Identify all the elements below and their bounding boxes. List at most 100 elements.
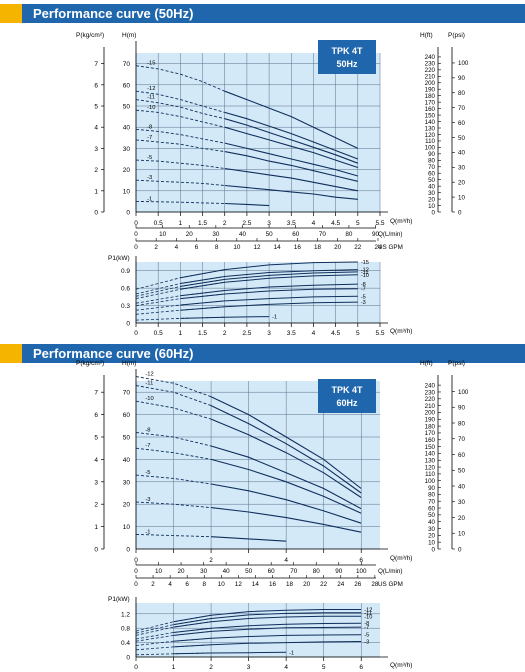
h-ft-tick-label: 20 — [428, 533, 435, 540]
y-axis-label: H(m) — [122, 32, 136, 39]
p-psi-tick-label: 30 — [458, 165, 465, 172]
head-curve-dashed — [135, 65, 225, 92]
secondary-x-tick-label: 20 — [303, 581, 311, 588]
curve-label: -11 — [145, 380, 153, 386]
secondary-x-axis-label: US GPM — [378, 581, 403, 588]
p-psi-tick-label: 10 — [458, 194, 465, 201]
x-tick-label: 0 — [134, 557, 138, 564]
secondary-x-tick-label: 0 — [134, 581, 138, 588]
header-accent — [0, 4, 22, 23]
curve-label: -12 — [147, 86, 155, 92]
h-ft-tick-label: 0 — [432, 209, 436, 216]
secondary-x-tick-label: 16 — [269, 581, 277, 588]
y-tick-label: 10 — [123, 524, 131, 531]
curve-label: -3 — [145, 497, 150, 503]
y-tick-label: 0 — [126, 547, 130, 554]
secondary-x-tick-label: 2 — [151, 581, 155, 588]
x-tick-label: 1.5 — [198, 330, 207, 337]
power-curve — [180, 269, 358, 284]
curve-label: -5 — [147, 155, 152, 161]
secondary-x-tick-label: 70 — [290, 568, 298, 575]
h-ft-tick-label: 110 — [425, 138, 435, 145]
y-tick-label: 50 — [123, 435, 131, 442]
curve-label: -15 — [147, 61, 155, 67]
secondary-x-axis-label: Q(L/min) — [378, 568, 403, 575]
h-ft-tick-label: 170 — [425, 99, 436, 106]
y-tick-label: 30 — [123, 146, 131, 153]
x-tick-label: 1 — [179, 220, 183, 227]
h-ft-tick-label: 10 — [428, 203, 435, 210]
secondary-x-tick-label: 22 — [320, 581, 328, 588]
h-ft-tick-label: 100 — [425, 478, 436, 485]
p-kg-tick-label: 4 — [94, 457, 98, 464]
curve-label: -1 — [272, 315, 277, 321]
head-curve — [210, 405, 362, 494]
head-curve — [210, 445, 362, 510]
p-kg-tick-label: 6 — [94, 412, 98, 419]
curve-label: -8 — [147, 124, 152, 130]
y-tick-label: 0 — [126, 655, 130, 662]
y-tick-label: 0.4 — [121, 640, 130, 647]
x-tick-label: 5 — [322, 664, 326, 671]
curve-label: -7 — [361, 287, 366, 293]
y-tick-label: 60 — [123, 412, 131, 419]
head-curve — [224, 142, 358, 177]
section-title: Performance curve (50Hz) — [33, 6, 194, 21]
power-curve — [173, 609, 362, 623]
secondary-x-tick-label: 10 — [233, 244, 241, 251]
p-kg-axis-label: P(kg/cm²) — [76, 360, 104, 367]
p-kg-tick-label: 1 — [94, 188, 98, 195]
x-tick-label: 0 — [134, 220, 138, 227]
p-psi-tick-label: 80 — [458, 420, 465, 427]
y-axis-label: H(m) — [122, 360, 136, 367]
header-accent — [0, 344, 22, 363]
y-tick-label: 10 — [123, 188, 131, 195]
plot-area-kw — [136, 262, 380, 323]
head-curve-dashed — [135, 109, 225, 128]
x-tick-label: 2.5 — [242, 220, 251, 227]
head-curve — [224, 184, 358, 200]
secondary-x-tick-label: 10 — [159, 231, 167, 238]
model-box — [318, 40, 376, 74]
y-tick-label: 0.6 — [121, 286, 130, 293]
secondary-x-tick-label: 6 — [195, 244, 199, 251]
y-axis-label-kw: P1(kW) — [108, 255, 130, 262]
x-tick-label: 6 — [359, 664, 363, 671]
secondary-x-tick-label: 50 — [266, 231, 274, 238]
h-ft-tick-label: 50 — [428, 512, 435, 519]
head-curve — [224, 167, 358, 192]
secondary-x-tick-label: 26 — [354, 581, 362, 588]
x-tick-label: 3.5 — [287, 220, 296, 227]
power-curve — [180, 283, 358, 297]
x-tick-label: 5 — [356, 220, 360, 227]
h-ft-tick-label: 0 — [432, 546, 436, 553]
head-curve — [211, 507, 362, 533]
x-tick-label: 2 — [209, 664, 213, 671]
y-tick-label: 0.8 — [121, 626, 130, 633]
h-ft-tick-label: 170 — [425, 430, 436, 437]
h-ft-tick-label: 30 — [428, 190, 435, 197]
x-axis-label-kw: Q(m³/h) — [390, 328, 412, 335]
curve-label: -12 — [361, 268, 369, 274]
secondary-x-tick-label: 10 — [218, 581, 226, 588]
secondary-x-tick-label: 20 — [178, 568, 186, 575]
x-tick-label: 2.5 — [242, 330, 251, 337]
head-curve — [210, 458, 362, 514]
secondary-x-tick-label: 80 — [345, 231, 353, 238]
h-ft-tick-label: 190 — [425, 87, 436, 94]
plot-area-kw — [136, 603, 380, 657]
h-ft-tick-label: 130 — [425, 125, 436, 132]
h-ft-tick-label: 240 — [425, 382, 436, 389]
h-ft-tick-label: 60 — [428, 505, 435, 512]
y-axis-label-kw: P1(kW) — [108, 596, 130, 603]
curve-label: -10 — [364, 614, 372, 620]
head-curve-dashed — [135, 90, 225, 113]
head-curve — [224, 90, 359, 149]
head-curve — [210, 396, 362, 489]
p-kg-tick-label: 3 — [94, 146, 98, 153]
power-curve — [180, 295, 358, 306]
p-psi-tick-label: 30 — [458, 499, 465, 506]
p-psi-tick-label: 40 — [458, 483, 465, 490]
secondary-x-tick-label: 20 — [186, 231, 194, 238]
